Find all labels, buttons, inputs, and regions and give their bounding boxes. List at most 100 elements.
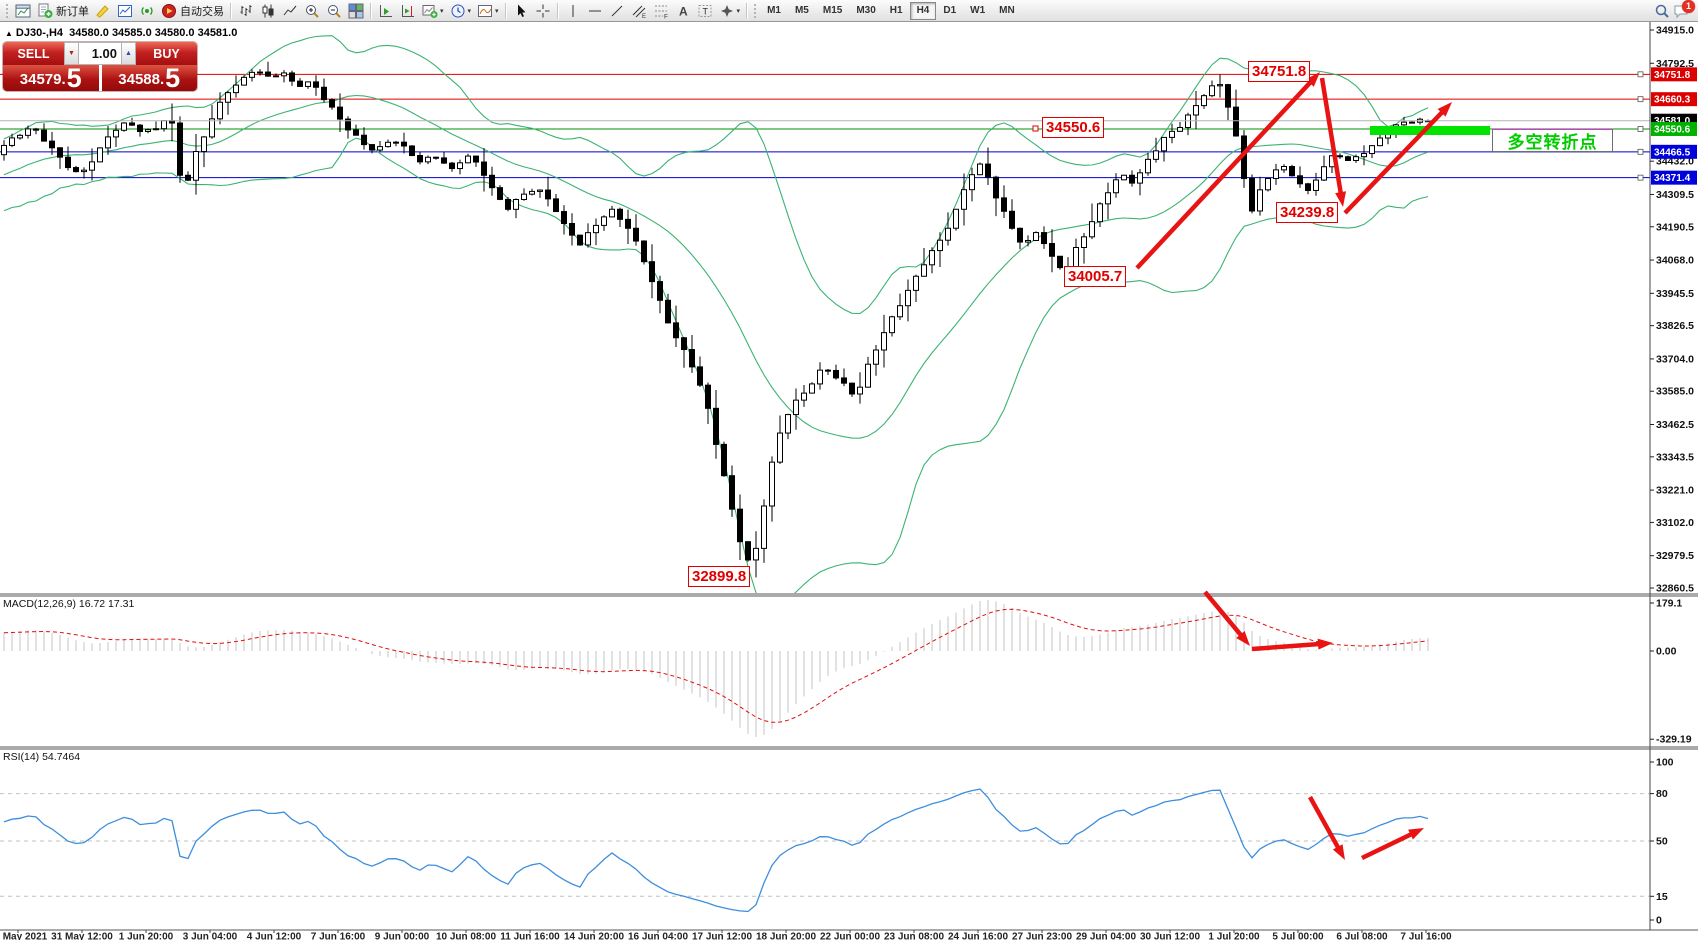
trendline-icon[interactable] — [606, 1, 628, 21]
fibonacci-icon[interactable]: F — [650, 1, 672, 21]
volume-input[interactable]: 1.00 — [79, 42, 121, 65]
chart-shift-icon[interactable] — [397, 1, 419, 21]
toolbar-separator — [746, 2, 749, 19]
rsi-line — [3, 788, 1429, 913]
arrows-icon[interactable]: ▾ — [716, 1, 744, 21]
text-label-icon[interactable]: T — [694, 1, 716, 21]
crosshair-icon[interactable] — [532, 1, 554, 21]
line-chart-icon[interactable] — [279, 1, 301, 21]
signal-icon[interactable] — [136, 1, 158, 21]
bollinger-bands — [3, 35, 1429, 593]
search-icon[interactable] — [1651, 1, 1673, 21]
chart-shift-icon — [402, 4, 414, 17]
new-chart-icon — [422, 4, 438, 18]
periods-clock-icon[interactable]: ▾ — [447, 1, 475, 21]
rsi-indicator — [0, 788, 1650, 913]
cursor-icon[interactable] — [510, 1, 532, 21]
horizontal-line-icon[interactable] — [584, 1, 606, 21]
toolbar-grip[interactable] — [6, 3, 9, 18]
chat-button[interactable]: 1 — [1673, 0, 1695, 19]
trend-arrow-head — [1437, 102, 1452, 117]
zoom-in-icon[interactable] — [301, 1, 323, 21]
volume-down-button[interactable]: ▼ — [64, 42, 79, 65]
time-tick-label: 16 Jun 04:00 — [628, 932, 688, 940]
indicator-axis[interactable]: 179.1 0.00 -329.19 100 80 50 15 0 — [1650, 598, 1692, 927]
market-watch-icon[interactable] — [114, 1, 136, 21]
volume-up-button[interactable]: ▲ — [121, 42, 136, 65]
rsi-indicator-label: RSI(14) 54.7464 — [3, 751, 81, 763]
fibonacci-icon: F — [654, 5, 668, 19]
auto-scroll-icon[interactable] — [375, 1, 397, 21]
symbol-ohlc: 34580.0 34585.0 34580.0 34581.0 — [69, 27, 238, 39]
triangle-up-icon: ▲ — [125, 50, 132, 57]
tile-windows-icon[interactable] — [345, 1, 367, 21]
price-annotation-label[interactable]: 34005.7 — [1064, 266, 1127, 287]
trend-arrow — [1135, 76, 1317, 270]
chart-window-icon — [15, 4, 31, 17]
auto-trading-button[interactable]: 自动交易 — [158, 1, 227, 21]
time-tick-label: 6 Jul 08:00 — [1336, 932, 1388, 940]
timeframe-d1[interactable]: D1 — [936, 2, 963, 20]
templates-icon[interactable]: ▾ — [474, 1, 502, 21]
price-annotation-label[interactable]: 32899.8 — [688, 566, 751, 587]
vertical-line-icon[interactable] — [562, 1, 584, 21]
svg-text:E: E — [642, 14, 646, 19]
price-annotation-label[interactable]: 34751.8 — [1248, 61, 1311, 82]
price-axis[interactable]: 34915.034792.534432.034309.534190.534068… — [1650, 25, 1697, 595]
bid-price[interactable]: 34579. 5 — [3, 65, 99, 91]
chart-window-icon[interactable] — [12, 1, 34, 21]
new-order-label: 新订单 — [56, 5, 89, 18]
search-icon — [1655, 4, 1669, 18]
timeframe-h1[interactable]: H1 — [883, 2, 910, 20]
timeframe-m30[interactable]: M30 — [849, 2, 882, 20]
macd-tick-label: 0.00 — [1656, 646, 1677, 658]
crayon-icon[interactable] — [92, 1, 114, 21]
candlestick-chart-icon[interactable] — [257, 1, 279, 21]
time-tick-label: 31 May 12:00 — [51, 932, 113, 940]
trend-arrow-head — [1335, 191, 1347, 207]
toolbar-separator — [230, 2, 232, 19]
crayon-icon — [96, 4, 109, 18]
price-annotation-label[interactable]: 34239.8 — [1276, 202, 1339, 223]
buy-button[interactable]: BUY — [136, 42, 197, 65]
cursor-icon — [517, 4, 526, 17]
timeframe-m1[interactable]: M1 — [760, 2, 788, 20]
price-badge — [1651, 144, 1697, 159]
turning-point-note[interactable]: 多空转折点 — [1492, 129, 1613, 152]
sell-button[interactable]: SELL — [3, 42, 64, 65]
triangle-down-icon: ▼ — [68, 50, 75, 57]
chart-annotations[interactable] — [1032, 72, 1490, 861]
price-tick-label: 33704.0 — [1656, 353, 1694, 365]
toolbar-grip[interactable] — [754, 3, 757, 18]
trend-arrow-head — [1317, 638, 1333, 650]
zoom-out-icon[interactable] — [323, 1, 345, 21]
time-tick-label: 7 Jun 16:00 — [311, 932, 366, 940]
trendline-icon — [611, 5, 622, 16]
svg-text:F: F — [664, 13, 668, 19]
bid-frac: 5 — [66, 63, 82, 92]
periods-clock-icon — [451, 4, 465, 17]
timeframe-mn[interactable]: MN — [992, 2, 1022, 20]
rsi-tick-label: 0 — [1656, 915, 1662, 927]
bar-chart-icon — [240, 4, 252, 16]
timeframe-h4[interactable]: H4 — [909, 1, 937, 20]
timeframe-w1[interactable]: W1 — [963, 2, 992, 20]
new-order-button[interactable]: 新订单 — [34, 1, 92, 21]
rsi-tick-label: 50 — [1656, 836, 1668, 848]
macd-indicator — [3, 599, 1429, 737]
price-annotation-label[interactable]: 34550.6 — [1042, 117, 1105, 138]
ask-price[interactable]: 34588. 5 — [101, 65, 197, 91]
timeframe-m5[interactable]: M5 — [788, 2, 816, 20]
equidistant-channel-icon[interactable]: E — [628, 1, 650, 21]
new-chart-icon[interactable]: ▾ — [419, 1, 447, 21]
candles — [1, 61, 1431, 578]
text-icon[interactable]: A — [672, 1, 694, 21]
horizontal-line-icon — [588, 10, 601, 11]
timeframe-m15[interactable]: M15 — [816, 2, 849, 20]
price-badge — [1651, 121, 1697, 136]
bar-chart-icon[interactable] — [235, 1, 257, 21]
symbol-marker-icon: ▲ — [5, 29, 13, 38]
